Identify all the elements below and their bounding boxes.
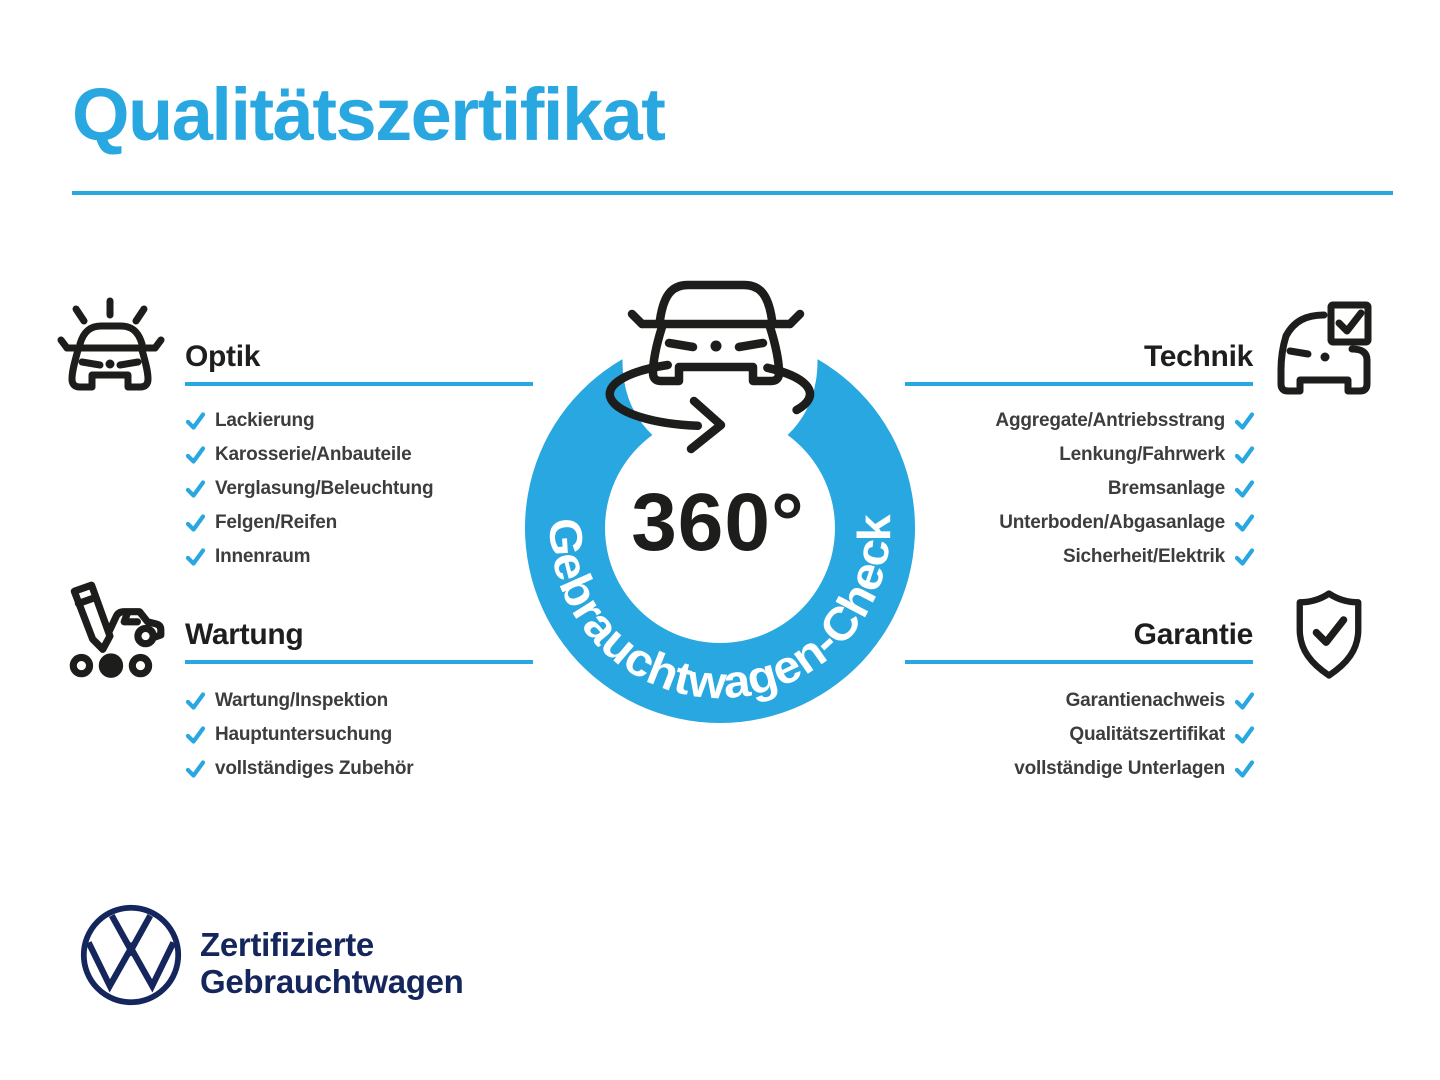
badge-value: 360° <box>631 477 805 568</box>
car-shine-icon <box>57 297 165 391</box>
check-icon <box>1234 479 1255 498</box>
checklist-item-label: Unterboden/Abgasanlage <box>999 512 1225 533</box>
technik-divider <box>905 382 1253 386</box>
optik-divider <box>185 382 533 386</box>
check-icon <box>185 759 206 778</box>
ring-shape <box>525 359 915 723</box>
check-icon <box>185 411 206 430</box>
garantie-checklist: Garantienachweis Qualitätszertifikat vol… <box>865 684 1255 786</box>
checklist-item-label: Garantienachweis <box>1065 690 1226 711</box>
car-checkbox-icon <box>1277 301 1372 395</box>
checklist-item-label: Qualitätszertifikat <box>1069 724 1225 745</box>
checklist-item: vollständige Unterlagen <box>865 752 1255 786</box>
checklist-item: Lenkung/Fahrwerk <box>865 438 1255 472</box>
checklist-item: vollständiges Zubehör <box>185 752 575 786</box>
checklist-item: Hauptuntersuchung <box>185 718 575 752</box>
check-icon <box>185 547 206 566</box>
check-icon <box>1234 691 1255 710</box>
checklist-item-label: Wartung/Inspektion <box>215 690 389 711</box>
checklist-item: Sicherheit/Elektrik <box>865 540 1255 574</box>
checklist-item-label: Felgen/Reifen <box>215 512 337 533</box>
shield-check-icon <box>1296 590 1362 679</box>
brand-line1: Zertifizierte <box>200 926 374 963</box>
checklist-item: Unterboden/Abgasanlage <box>865 506 1255 540</box>
checklist-item-label: Verglasung/Beleuchtung <box>215 478 434 499</box>
title-divider <box>72 191 1393 195</box>
wartung-divider <box>185 660 533 664</box>
section-title-optik: Optik <box>185 340 261 373</box>
check-icon <box>185 445 206 464</box>
check-icon <box>185 691 206 710</box>
check-icon <box>1234 547 1255 566</box>
checklist-item-label: Bremsanlage <box>1107 478 1225 499</box>
check-icon <box>1234 445 1255 464</box>
badge-360-gebrauchtwagen-check: Gebrauchtwagen-Check 360° <box>525 280 915 723</box>
check-icon <box>1234 513 1255 532</box>
technik-checklist: Aggregate/Antriebsstrang Lenkung/Fahrwer… <box>865 404 1255 574</box>
check-icon <box>185 479 206 498</box>
checklist-item: Karosserie/Anbauteile <box>185 438 575 472</box>
section-title-wartung: Wartung <box>185 618 304 651</box>
check-icon <box>1234 725 1255 744</box>
checklist-item-label: Aggregate/Antriebsstrang <box>995 410 1225 431</box>
vw-logo <box>80 904 182 1006</box>
check-icon <box>1234 411 1255 430</box>
car-rotation-icon <box>605 280 815 454</box>
checklist-item: Aggregate/Antriebsstrang <box>865 404 1255 438</box>
checklist-item: Innenraum <box>185 540 575 574</box>
checklist-item: Qualitätszertifikat <box>865 718 1255 752</box>
checklist-item: Lackierung <box>185 404 575 438</box>
checklist-item-label: vollständige Unterlagen <box>1014 758 1225 779</box>
checklist-item: Bremsanlage <box>865 472 1255 506</box>
page-title: Qualitätszertifikat <box>72 73 666 156</box>
check-icon <box>185 725 206 744</box>
checklist-item: Wartung/Inspektion <box>185 684 575 718</box>
wartung-checklist: Wartung/Inspektion Hauptuntersuchung vol… <box>185 684 575 786</box>
checklist-item-label: Karosserie/Anbauteile <box>215 444 412 465</box>
garantie-divider <box>905 660 1253 664</box>
pencil-car-icon <box>69 581 165 678</box>
checklist-item-label: Lenkung/Fahrwerk <box>1059 444 1225 465</box>
checklist-item-label: vollständiges Zubehör <box>215 758 414 779</box>
section-title-technik: Technik <box>1143 340 1253 373</box>
checklist-item-label: Innenraum <box>215 546 311 567</box>
checklist-item-label: Sicherheit/Elektrik <box>1063 546 1225 567</box>
checklist-item: Garantienachweis <box>865 684 1255 718</box>
checklist-item: Verglasung/Beleuchtung <box>185 472 575 506</box>
check-icon <box>1234 759 1255 778</box>
section-title-garantie: Garantie <box>1133 618 1254 651</box>
brand-text: Zertifizierte Gebrauchtwagen <box>200 926 464 1000</box>
optik-checklist: Lackierung Karosserie/Anbauteile Verglas… <box>185 404 575 574</box>
checklist-item: Felgen/Reifen <box>185 506 575 540</box>
check-icon <box>185 513 206 532</box>
brand-line2: Gebrauchtwagen <box>200 963 464 1000</box>
checklist-item-label: Lackierung <box>215 410 315 431</box>
checklist-item-label: Hauptuntersuchung <box>215 724 393 745</box>
